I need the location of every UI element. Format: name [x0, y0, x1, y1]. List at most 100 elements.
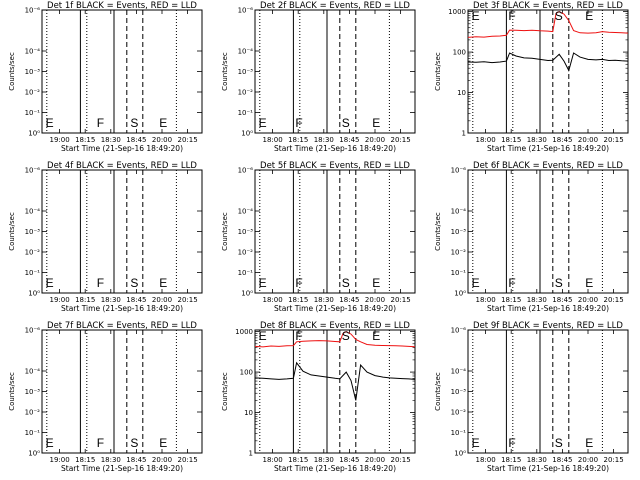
x-tick-label: 18:30: [101, 136, 121, 144]
segment-label-s: S: [130, 116, 138, 130]
x-tick-label: 18:00: [263, 136, 283, 144]
axes-frame: [254, 9, 416, 134]
x-tick-label: 18:15: [288, 296, 308, 304]
y-tick-label: 10⁻³: [238, 228, 254, 236]
y-tick-label: 100: [453, 49, 466, 57]
segment-label-e: E: [372, 116, 380, 130]
segment-label-s: S: [555, 436, 563, 450]
x-tick-label: 18:15: [501, 456, 521, 464]
panel-title: Det 1f BLACK = Events, RED = LLD: [47, 1, 197, 11]
segment-label-f: F: [97, 276, 104, 290]
panel-title: Det 8f BLACK = Events, RED = LLD: [260, 321, 410, 331]
x-tick-label: 18:30: [314, 136, 334, 144]
segment-label-s: S: [130, 276, 138, 290]
y-tick-label: 10⁻⁴: [238, 208, 254, 216]
y-tick-label: 10⁻¹: [451, 429, 467, 437]
y-tick-label: 10⁻²: [451, 409, 467, 417]
y-tick-label: 10⁻²: [25, 89, 41, 97]
x-tick-label: 18:00: [263, 456, 283, 464]
x-axis-label: Start Time (21-Sep-16 18:49:20): [487, 304, 609, 313]
x-tick-label: 20:00: [578, 136, 598, 144]
series-line-lld: [467, 11, 629, 38]
y-tick-label: 10⁻⁴: [451, 208, 467, 216]
y-tick-label: 10⁰: [241, 130, 253, 138]
segment-label-f: F: [97, 436, 104, 450]
x-tick-label: 20:00: [578, 296, 598, 304]
x-tick-label: 18:00: [263, 296, 283, 304]
segment-label-s: S: [342, 116, 350, 130]
x-tick-label: 18:30: [527, 136, 547, 144]
axes-frame: [467, 169, 629, 294]
segment-label-e: E: [472, 436, 480, 450]
axes-frame: [41, 329, 203, 454]
segment-label-e: E: [472, 276, 480, 290]
panel-title: Det 7f BLACK = Events, RED = LLD: [47, 321, 197, 331]
axes-frame: [467, 9, 629, 134]
x-tick-label: 20:15: [604, 456, 624, 464]
panel-title: Det 3f BLACK = Events, RED = LLD: [473, 1, 623, 11]
y-axis-label: Counts/sec: [434, 52, 442, 91]
x-axis-label: Start Time (21-Sep-16 18:49:20): [274, 304, 396, 313]
y-axis-label: Counts/sec: [221, 212, 229, 251]
panel-det-6: Det 6f BLACK = Events, RED = LLD 10⁻⁶ 10⁻⁴…: [434, 161, 629, 313]
x-tick-label: 18:45: [339, 136, 359, 144]
segment-label-e: E: [159, 276, 167, 290]
y-tick-label: 10⁻²: [451, 249, 467, 257]
x-tick-label: 18:45: [552, 296, 572, 304]
segment-label-s: S: [555, 9, 563, 23]
panel-det-4: Det 4f BLACK = Events, RED = LLD 10⁻⁶ 10⁻⁴…: [8, 161, 203, 313]
x-axis-label: Start Time (21-Sep-16 18:49:20): [61, 464, 183, 473]
segment-label-f: F: [295, 276, 302, 290]
x-axis-label: Start Time (21-Sep-16 18:49:20): [487, 464, 609, 473]
y-axis-label: Counts/sec: [434, 212, 442, 251]
axes-frame: [41, 169, 203, 294]
panel-det-3: Det 3f BLACK = Events, RED = LLD 1000 100 1…: [434, 1, 629, 153]
y-tick-label: 10⁻⁶: [238, 7, 254, 15]
y-axis-label: Counts/sec: [8, 52, 16, 91]
x-tick-label: 18:30: [527, 296, 547, 304]
y-tick-label: 1: [462, 130, 466, 138]
panel-title: Det 9f BLACK = Events, RED = LLD: [473, 321, 623, 331]
panel-det-8: Det 8f BLACK = Events, RED = LLD 1000 100 1…: [221, 321, 416, 473]
y-tick-label: 10⁻²: [25, 249, 41, 257]
x-tick-label: 18:30: [314, 456, 334, 464]
axes-frame: [254, 169, 416, 294]
segment-label-f: F: [97, 116, 104, 130]
y-tick-label: 10⁻²: [238, 89, 254, 97]
segment-label-e: E: [46, 116, 54, 130]
x-tick-label: 18:00: [476, 456, 496, 464]
segment-label-e: E: [159, 436, 167, 450]
segment-label-e: E: [472, 9, 480, 23]
segment-label-f: F: [508, 276, 515, 290]
x-tick-label: 18:45: [552, 136, 572, 144]
y-tick-label: 10⁻⁴: [25, 208, 41, 216]
y-tick-label: 10⁻³: [25, 388, 41, 396]
panel-det-2: Det 2f BLACK = Events, RED = LLD 10⁻⁶ 10⁻⁴…: [221, 1, 416, 153]
x-tick-label: 18:00: [476, 296, 496, 304]
segment-label-e: E: [259, 329, 267, 343]
y-tick-label: 10⁰: [28, 450, 40, 458]
y-tick-label: 10⁰: [28, 130, 40, 138]
y-tick-label: 10⁻²: [25, 409, 41, 417]
y-axis-label: Counts/sec: [434, 372, 442, 411]
y-tick-label: 10⁻¹: [238, 269, 254, 277]
y-tick-label: 10⁰: [28, 290, 40, 298]
x-tick-label: 20:15: [391, 136, 411, 144]
y-tick-label: 10⁻¹: [25, 429, 41, 437]
y-tick-label: 10⁻⁴: [238, 48, 254, 56]
x-tick-label: 20:15: [604, 136, 624, 144]
panel-title: Det 2f BLACK = Events, RED = LLD: [260, 1, 410, 11]
x-tick-label: 18:45: [126, 136, 146, 144]
panel-title: Det 4f BLACK = Events, RED = LLD: [47, 161, 197, 171]
segment-label-s: S: [342, 329, 350, 343]
x-tick-label: 20:00: [152, 136, 172, 144]
y-tick-label: 1000: [235, 328, 253, 336]
panel-title: Det 6f BLACK = Events, RED = LLD: [473, 161, 623, 171]
x-tick-label: 18:30: [101, 456, 121, 464]
y-tick-label: 10⁻¹: [25, 269, 41, 277]
x-tick-label: 20:15: [178, 456, 198, 464]
y-axis-label: Counts/sec: [8, 212, 16, 251]
axes-frame: [254, 329, 416, 454]
y-tick-label: 10⁻¹: [238, 109, 254, 117]
axes-frame: [41, 9, 203, 134]
